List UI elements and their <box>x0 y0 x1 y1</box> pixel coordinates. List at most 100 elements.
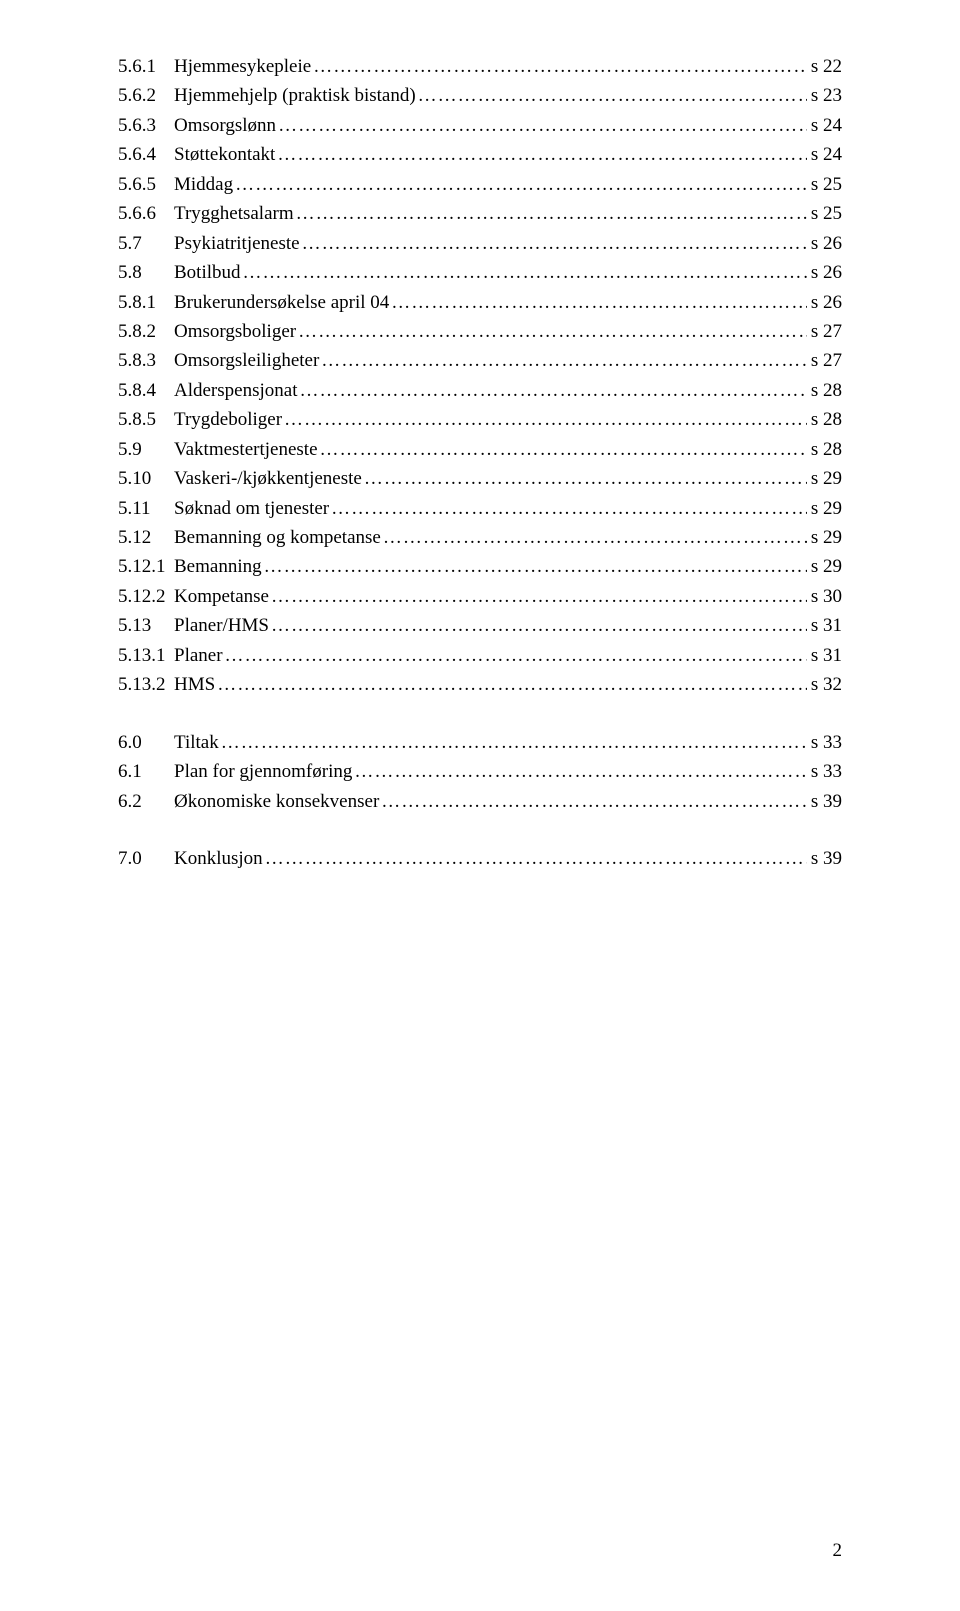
toc-entry-number: 5.6.5 <box>118 170 174 199</box>
toc-row: 5.8.4Alderspensjonat……………………………………………………… <box>118 376 842 405</box>
toc-row: 5.8.2Omsorgsboliger………………………………………………………… <box>118 317 842 346</box>
toc-entry-page: s 32 <box>807 670 842 699</box>
toc-leader: …………………………………………………………………………………………………………… <box>416 81 807 110</box>
toc-entry-page: s 25 <box>807 170 842 199</box>
toc-entry-number: 5.11 <box>118 494 174 523</box>
toc-entry-page: s 28 <box>807 376 842 405</box>
toc-entry-title: Tiltak <box>174 728 219 757</box>
toc-entry-title: Økonomiske konsekvenser <box>174 787 379 816</box>
table-of-contents: 5.6.1Hjemmesykepleie……………………………………………………… <box>118 52 842 873</box>
toc-leader: …………………………………………………………………………………………………………… <box>233 170 807 199</box>
toc-leader: …………………………………………………………………………………………………………… <box>389 288 807 317</box>
toc-leader: …………………………………………………………………………………………………………… <box>276 111 807 140</box>
toc-entry-number: 5.7 <box>118 229 174 258</box>
toc-entry-number: 5.8 <box>118 258 174 287</box>
toc-leader: …………………………………………………………………………………………………………… <box>223 641 807 670</box>
toc-row: 5.7Psykiatritjeneste……………………………………………………… <box>118 229 842 258</box>
toc-leader: …………………………………………………………………………………………………………… <box>379 787 807 816</box>
toc-section: 7.0Konklusjon………………………………………………………………………… <box>118 844 842 873</box>
toc-entry-page: s 25 <box>807 199 842 228</box>
toc-entry-page: s 29 <box>807 494 842 523</box>
toc-entry-number: 5.9 <box>118 435 174 464</box>
toc-leader: …………………………………………………………………………………………………………… <box>352 757 806 786</box>
toc-entry-page: s 39 <box>807 844 842 873</box>
toc-row: 5.8Botilbud……………………………………………………………………………… <box>118 258 842 287</box>
toc-row: 5.6.4Støttekontakt…………………………………………………………… <box>118 140 842 169</box>
toc-entry-title: Psykiatritjeneste <box>174 229 300 258</box>
toc-entry-page: s 27 <box>807 346 842 375</box>
toc-row: 5.12.2Kompetanse………………………………………………………………… <box>118 582 842 611</box>
toc-entry-title: Vaskeri-/kjøkkentjeneste <box>174 464 362 493</box>
toc-leader: …………………………………………………………………………………………………………… <box>219 728 807 757</box>
toc-entry-page: s 31 <box>807 611 842 640</box>
toc-row: 5.6.3Omsorgslønn………………………………………………………………… <box>118 111 842 140</box>
toc-entry-number: 5.13 <box>118 611 174 640</box>
toc-leader: …………………………………………………………………………………………………………… <box>262 552 807 581</box>
toc-leader: …………………………………………………………………………………………………………… <box>297 376 806 405</box>
toc-entry-page: s 24 <box>807 140 842 169</box>
toc-entry-title: Planer <box>174 641 223 670</box>
toc-row: 5.10Vaskeri-/kjøkkentjeneste………………………………… <box>118 464 842 493</box>
toc-row: 5.13Planer/HMS……………………………………………………………………… <box>118 611 842 640</box>
toc-entry-number: 6.1 <box>118 757 174 786</box>
toc-entry-title: Botilbud <box>174 258 241 287</box>
toc-entry-title: Vaktmestertjeneste <box>174 435 318 464</box>
toc-entry-number: 6.0 <box>118 728 174 757</box>
toc-entry-title: HMS <box>174 670 215 699</box>
toc-entry-title: Middag <box>174 170 233 199</box>
toc-row: 6.2Økonomiske konsekvenser……………………………………… <box>118 787 842 816</box>
toc-entry-number: 5.8.1 <box>118 288 174 317</box>
toc-entry-page: s 26 <box>807 258 842 287</box>
toc-entry-page: s 24 <box>807 111 842 140</box>
toc-entry-title: Planer/HMS <box>174 611 269 640</box>
toc-entry-title: Alderspensjonat <box>174 376 297 405</box>
toc-leader: …………………………………………………………………………………………………………… <box>296 317 807 346</box>
toc-row: 6.0Tiltak…………………………………………………………………………………… <box>118 728 842 757</box>
toc-entry-page: s 33 <box>807 728 842 757</box>
toc-entry-page: s 30 <box>807 582 842 611</box>
toc-entry-title: Bemanning og kompetanse <box>174 523 381 552</box>
toc-entry-page: s 27 <box>807 317 842 346</box>
toc-entry-title: Støttekontakt <box>174 140 275 169</box>
toc-row: 6.1Plan for gjennomføring………………………………………… <box>118 757 842 786</box>
toc-entry-title: Omsorgsleiligheter <box>174 346 319 375</box>
toc-section: 6.0Tiltak…………………………………………………………………………………… <box>118 728 842 816</box>
toc-entry-title: Hjemmesykepleie <box>174 52 311 81</box>
toc-leader: …………………………………………………………………………………………………………… <box>381 523 807 552</box>
toc-entry-title: Plan for gjennomføring <box>174 757 352 786</box>
toc-leader: …………………………………………………………………………………………………………… <box>318 435 807 464</box>
toc-leader: …………………………………………………………………………………………………………… <box>294 199 807 228</box>
toc-leader: …………………………………………………………………………………………………………… <box>311 52 807 81</box>
toc-entry-title: Kompetanse <box>174 582 269 611</box>
toc-entry-title: Konklusjon <box>174 844 263 873</box>
toc-leader: …………………………………………………………………………………………………………… <box>215 670 807 699</box>
toc-entry-page: s 29 <box>807 464 842 493</box>
toc-row: 5.13.1Planer…………………………………………………………………………… <box>118 641 842 670</box>
toc-leader: …………………………………………………………………………………………………………… <box>362 464 807 493</box>
toc-row: 5.6.2Hjemmehjelp (praktisk bistand)……………… <box>118 81 842 110</box>
toc-leader: …………………………………………………………………………………………………………… <box>300 229 807 258</box>
toc-entry-title: Søknad om tjenester <box>174 494 329 523</box>
toc-row: 5.12.1Bemanning…………………………………………………………………… <box>118 552 842 581</box>
toc-row: 5.12Bemanning og kompetanse…………………………………… <box>118 523 842 552</box>
toc-leader: …………………………………………………………………………………………………………… <box>269 611 807 640</box>
toc-row: 5.6.5Middag……………………………………………………………………………… <box>118 170 842 199</box>
toc-entry-page: s 29 <box>807 552 842 581</box>
toc-entry-title: Trygghetsalarm <box>174 199 294 228</box>
toc-entry-number: 5.6.1 <box>118 52 174 81</box>
toc-entry-title: Omsorgsboliger <box>174 317 296 346</box>
toc-entry-number: 5.12.1 <box>118 552 174 581</box>
toc-entry-number: 6.2 <box>118 787 174 816</box>
toc-leader: …………………………………………………………………………………………………………… <box>269 582 807 611</box>
toc-entry-page: s 39 <box>807 787 842 816</box>
toc-entry-page: s 29 <box>807 523 842 552</box>
toc-row: 5.8.5Trygdeboliger…………………………………………………………… <box>118 405 842 434</box>
toc-row: 5.8.1Brukerundersøkelse april 04……………………… <box>118 288 842 317</box>
toc-row: 5.9Vaktmestertjeneste…………………………………………………… <box>118 435 842 464</box>
toc-row: 5.6.1Hjemmesykepleie……………………………………………………… <box>118 52 842 81</box>
toc-entry-number: 5.8.3 <box>118 346 174 375</box>
toc-row: 5.13.2HMS…………………………………………………………………………………… <box>118 670 842 699</box>
toc-entry-title: Brukerundersøkelse april 04 <box>174 288 389 317</box>
toc-entry-number: 5.6.2 <box>118 81 174 110</box>
toc-leader: …………………………………………………………………………………………………………… <box>263 844 807 873</box>
